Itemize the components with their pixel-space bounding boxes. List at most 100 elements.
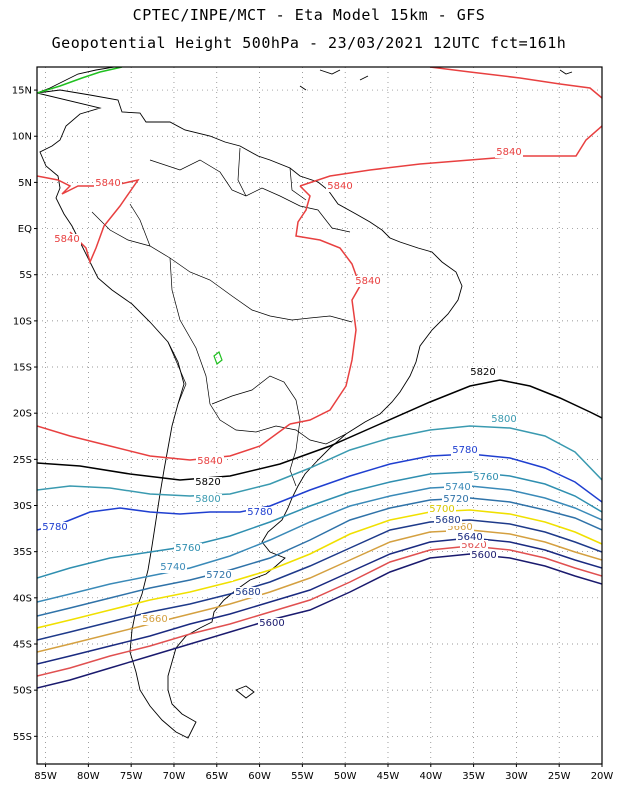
contour-label-5620: 5620 bbox=[461, 540, 486, 551]
contour-label-5840: 5840 bbox=[95, 178, 120, 189]
contour-5780 bbox=[37, 453, 602, 531]
contour-label-bg bbox=[94, 178, 122, 189]
contour-label-bg bbox=[194, 494, 222, 505]
contour-label-5600: 5600 bbox=[471, 550, 496, 561]
lon-tick-label: 55W bbox=[291, 771, 314, 782]
contour-label-5720: 5720 bbox=[443, 494, 468, 505]
contour-label-5780: 5780 bbox=[452, 445, 477, 456]
lon-tick-label: 65W bbox=[205, 771, 228, 782]
contour-5700 bbox=[37, 509, 602, 629]
contour-5840-amazon bbox=[289, 185, 361, 425]
contour-label-bg bbox=[258, 618, 286, 629]
title-line-2: Geopotential Height 500hPa - 23/03/2021 … bbox=[51, 34, 567, 52]
contour-label-bg bbox=[434, 515, 462, 526]
lon-tick-label: 60W bbox=[248, 771, 271, 782]
contour-label-bg bbox=[460, 540, 488, 551]
plot-frame bbox=[36, 66, 603, 765]
contour-label-bg bbox=[490, 414, 518, 425]
contour-label-bg bbox=[451, 445, 479, 456]
contour-5640 bbox=[37, 537, 602, 665]
lat-tick-label: 50S bbox=[13, 686, 32, 697]
contour-label-5840: 5840 bbox=[327, 181, 352, 192]
coastline-caribbean-islands bbox=[299, 69, 573, 91]
lon-tick-label: 35W bbox=[462, 771, 485, 782]
lon-tick-label: 30W bbox=[505, 771, 528, 782]
contour-label-bg bbox=[470, 550, 498, 561]
contour-label-bg bbox=[326, 181, 354, 192]
contour-5680 bbox=[37, 519, 602, 641]
lat-tick-label: 15N bbox=[12, 86, 32, 97]
contour-5840-northeast bbox=[299, 125, 602, 187]
lat-tick-label: 20S bbox=[13, 409, 32, 420]
contour-5840-south bbox=[37, 423, 291, 461]
contour-label-bg bbox=[456, 532, 484, 543]
contour-5840-north bbox=[429, 67, 602, 99]
contour-label-5760: 5760 bbox=[175, 543, 200, 554]
contour-label-5840: 5840 bbox=[197, 456, 222, 467]
lat-tick-label: 5N bbox=[18, 178, 32, 189]
country-borders bbox=[91, 147, 353, 487]
contour-label-bg bbox=[41, 522, 69, 533]
contour-label-5820: 5820 bbox=[195, 477, 220, 488]
contour-label-5820: 5820 bbox=[470, 367, 495, 378]
contour-label-bg bbox=[246, 507, 274, 518]
lon-tick-label: 85W bbox=[34, 771, 57, 782]
grid-layer: 15N 10N 5N EQ 5S 10S 15S 20S 25S 30S 35S 40S 45S 50S 5… bbox=[12, 67, 614, 782]
lat-tick-label: 40S bbox=[13, 593, 32, 604]
contour-label-5840: 5840 bbox=[496, 147, 521, 158]
contour-label-5720: 5720 bbox=[206, 570, 231, 581]
contour-label-bg bbox=[442, 494, 470, 505]
contour-layer bbox=[37, 67, 602, 689]
contour-label-5840: 5840 bbox=[355, 276, 380, 287]
contour-labels: 5600560056205640566056605680568057005720… bbox=[41, 147, 523, 629]
contour-label-bg bbox=[444, 482, 472, 493]
contour-label-5780: 5780 bbox=[42, 522, 67, 533]
title-line-1: CPTEC/INPE/MCT - Eta Model 15km - GFS bbox=[132, 6, 486, 24]
lat-tick-label: 25S bbox=[13, 455, 32, 466]
contour-5760 bbox=[37, 471, 602, 579]
lon-tick-label: 20W bbox=[591, 771, 614, 782]
contour-label-5680: 5680 bbox=[435, 515, 460, 526]
coastline-central-america bbox=[37, 67, 115, 94]
lon-tick-label: 70W bbox=[163, 771, 186, 782]
contour-label-bg bbox=[354, 276, 382, 287]
contour-label-5780: 5780 bbox=[247, 507, 272, 518]
contour-5600 bbox=[37, 553, 602, 689]
contour-5820 bbox=[37, 379, 602, 481]
contour-label-bg bbox=[472, 472, 500, 483]
lat-tick-label: EQ bbox=[18, 224, 32, 235]
contour-small-green bbox=[213, 351, 223, 365]
contour-label-bg bbox=[196, 456, 224, 467]
lat-tick-label: 10S bbox=[13, 316, 32, 327]
lon-tick-label: 40W bbox=[419, 771, 442, 782]
contour-label-bg bbox=[495, 147, 523, 158]
lat-tick-label: 10N bbox=[12, 132, 32, 143]
lon-tick-label: 80W bbox=[77, 771, 100, 782]
coastline-falklands bbox=[235, 685, 255, 699]
contour-5620 bbox=[37, 545, 602, 677]
contour-label-bg bbox=[141, 614, 169, 625]
contour-label-5600: 5600 bbox=[259, 618, 284, 629]
contour-5840-west bbox=[37, 175, 140, 265]
contour-label-bg bbox=[159, 562, 187, 573]
contour-label-bg bbox=[174, 543, 202, 554]
lon-tick-label: 25W bbox=[548, 771, 571, 782]
contour-label-5760: 5760 bbox=[473, 472, 498, 483]
contour-5740 bbox=[37, 485, 602, 603]
lat-tick-label: 15S bbox=[13, 363, 32, 374]
contour-label-5840: 5840 bbox=[54, 234, 79, 245]
contour-5660 bbox=[37, 529, 602, 653]
contour-label-bg bbox=[53, 234, 81, 245]
contour-label-bg bbox=[469, 367, 497, 378]
contour-5720 bbox=[37, 497, 602, 617]
lon-tick-label: 45W bbox=[377, 771, 400, 782]
contour-label-5740: 5740 bbox=[160, 562, 185, 573]
contour-label-bg bbox=[446, 522, 474, 533]
contour-label-bg bbox=[428, 504, 456, 515]
lat-tick-label: 30S bbox=[13, 501, 32, 512]
contour-label-5800: 5800 bbox=[491, 414, 516, 425]
contour-label-bg bbox=[194, 477, 222, 488]
contour-label-5640: 5640 bbox=[457, 532, 482, 543]
contour-label-bg bbox=[205, 570, 233, 581]
contour-5800 bbox=[37, 425, 602, 497]
